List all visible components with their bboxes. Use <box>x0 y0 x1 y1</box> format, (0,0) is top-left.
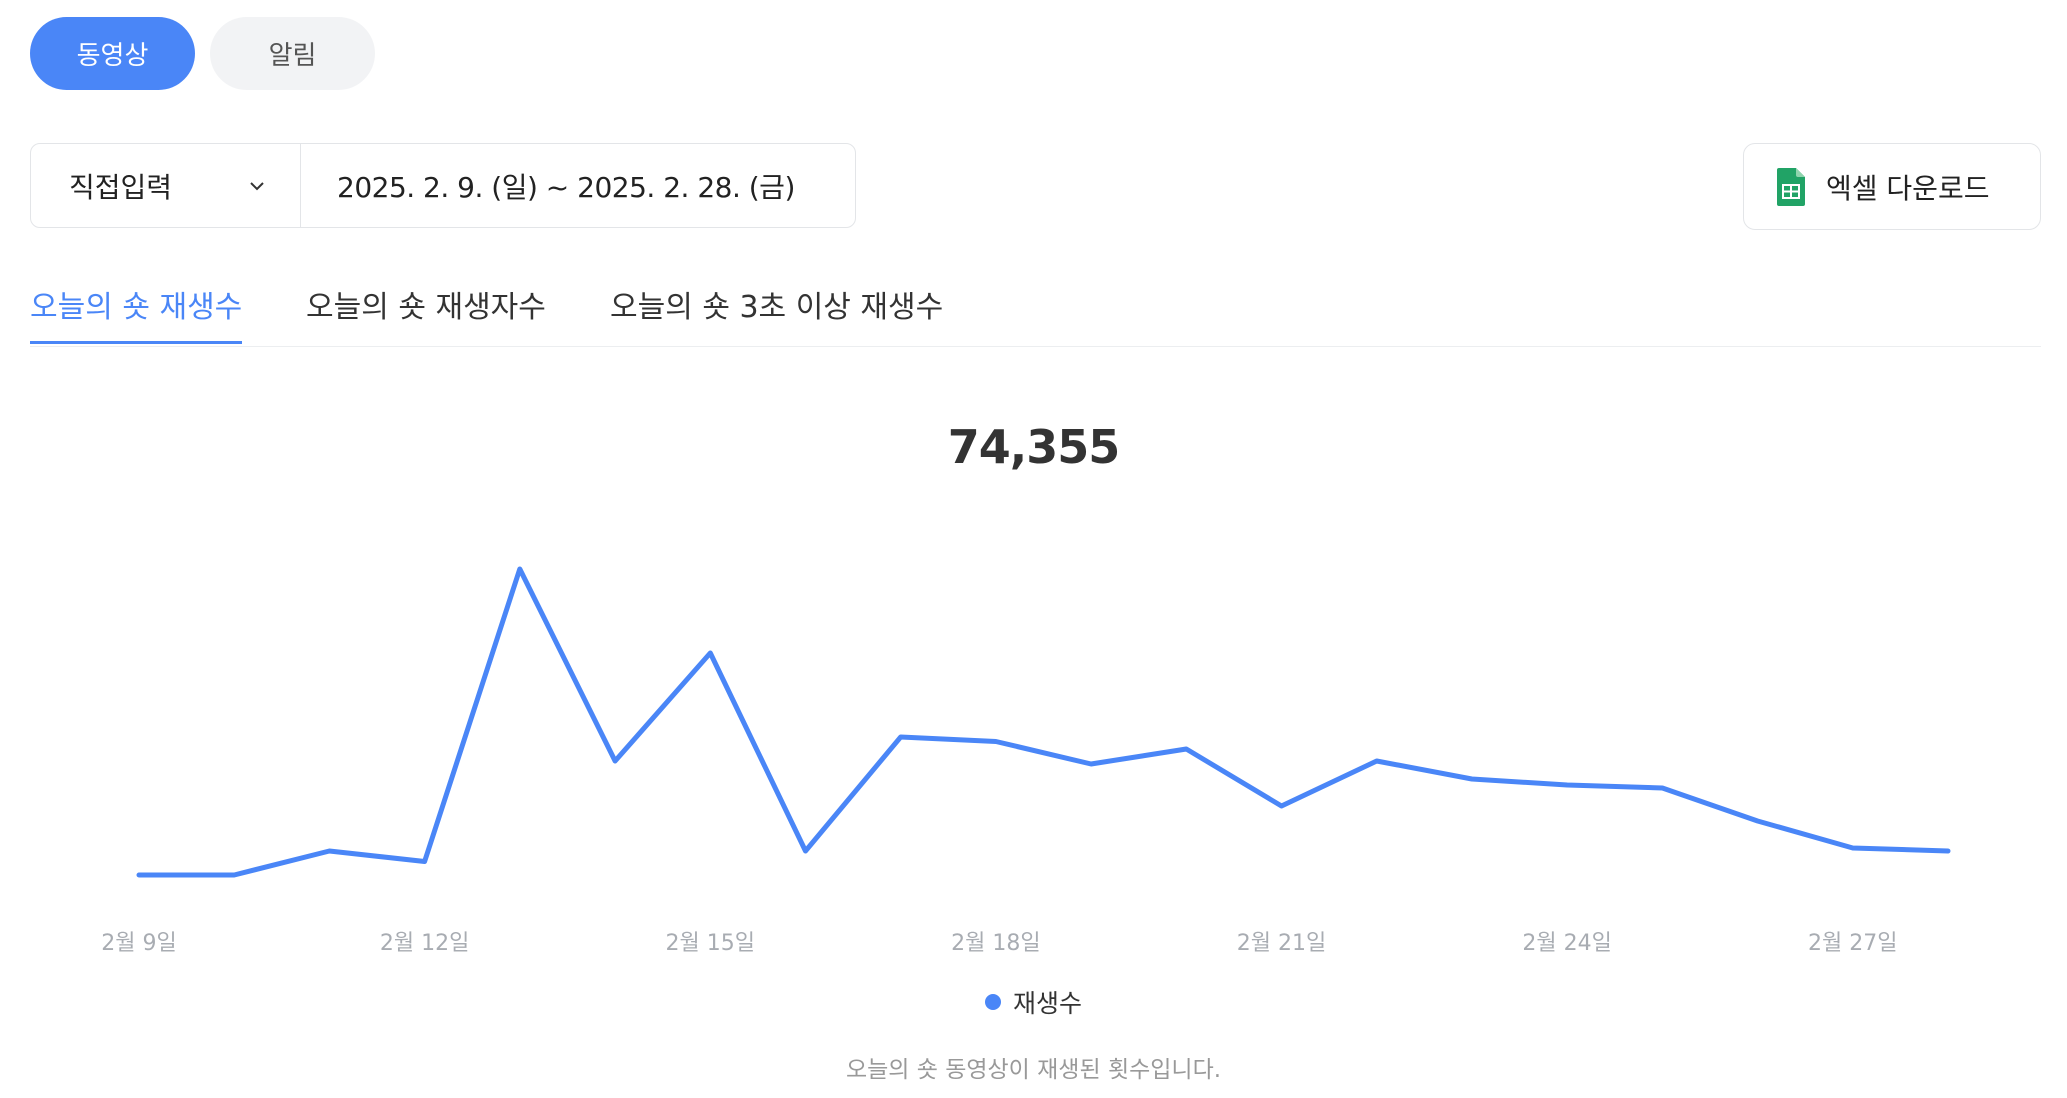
date-range-value: 2025. 2. 9. (일) ~ 2025. 2. 28. (금) <box>337 170 795 204</box>
date-range-input[interactable]: 2025. 2. 9. (일) ~ 2025. 2. 28. (금) <box>301 144 795 227</box>
spreadsheet-icon <box>1777 167 1805 206</box>
metric-tabs: 오늘의 숏 재생수 오늘의 숏 재생자수 오늘의 숏 3초 이상 재생수 <box>30 276 2041 347</box>
chart-legend: 재생수 <box>0 984 2067 1020</box>
segment-video-button[interactable]: 동영상 <box>30 17 195 90</box>
tab-3s-play-count[interactable]: 오늘의 숏 3초 이상 재생수 <box>610 290 944 325</box>
period-select-value: 직접입력 <box>69 170 173 204</box>
x-tick-label: 2월 15일 <box>666 931 755 956</box>
x-tick-label: 2월 24일 <box>1522 931 1611 956</box>
period-select[interactable]: 직접입력 <box>31 144 301 227</box>
excel-download-label: 엑셀 다운로드 <box>1826 171 1990 205</box>
total-value: 74,355 <box>947 420 1121 474</box>
x-tick-label: 2월 18일 <box>951 931 1040 956</box>
tab-play-count[interactable]: 오늘의 숏 재생수 <box>30 276 243 344</box>
x-tick-label: 2월 9일 <box>101 931 176 956</box>
series-line-재생수 <box>136 566 1951 878</box>
x-tick-label: 2월 27일 <box>1808 931 1897 956</box>
segment-notification-button[interactable]: 알림 <box>210 17 375 90</box>
line-chart: 2월 9일 2월 12일 2월 15일 2월 18일 2월 21일 2월 24일 2월 27… <box>101 566 1951 956</box>
legend-dot <box>984 994 1001 1010</box>
x-tick-label: 2월 21일 <box>1237 931 1326 956</box>
chevron-down-icon <box>250 181 264 190</box>
chart-caption: 오늘의 숏 동영상이 재생된 횟수입니다. <box>845 1057 1222 1083</box>
x-tick-label: 2월 12일 <box>380 931 469 956</box>
excel-download-button[interactable]: 엑셀 다운로드 <box>1743 143 2041 230</box>
content-type-toggle: 동영상 알림 <box>30 17 375 90</box>
tab-viewer-count[interactable]: 오늘의 숏 재생자수 <box>306 290 546 325</box>
date-filter: 직접입력 2025. 2. 9. (일) ~ 2025. 2. 28. (금) <box>30 143 856 228</box>
legend-label: 재생수 <box>1012 989 1082 1018</box>
